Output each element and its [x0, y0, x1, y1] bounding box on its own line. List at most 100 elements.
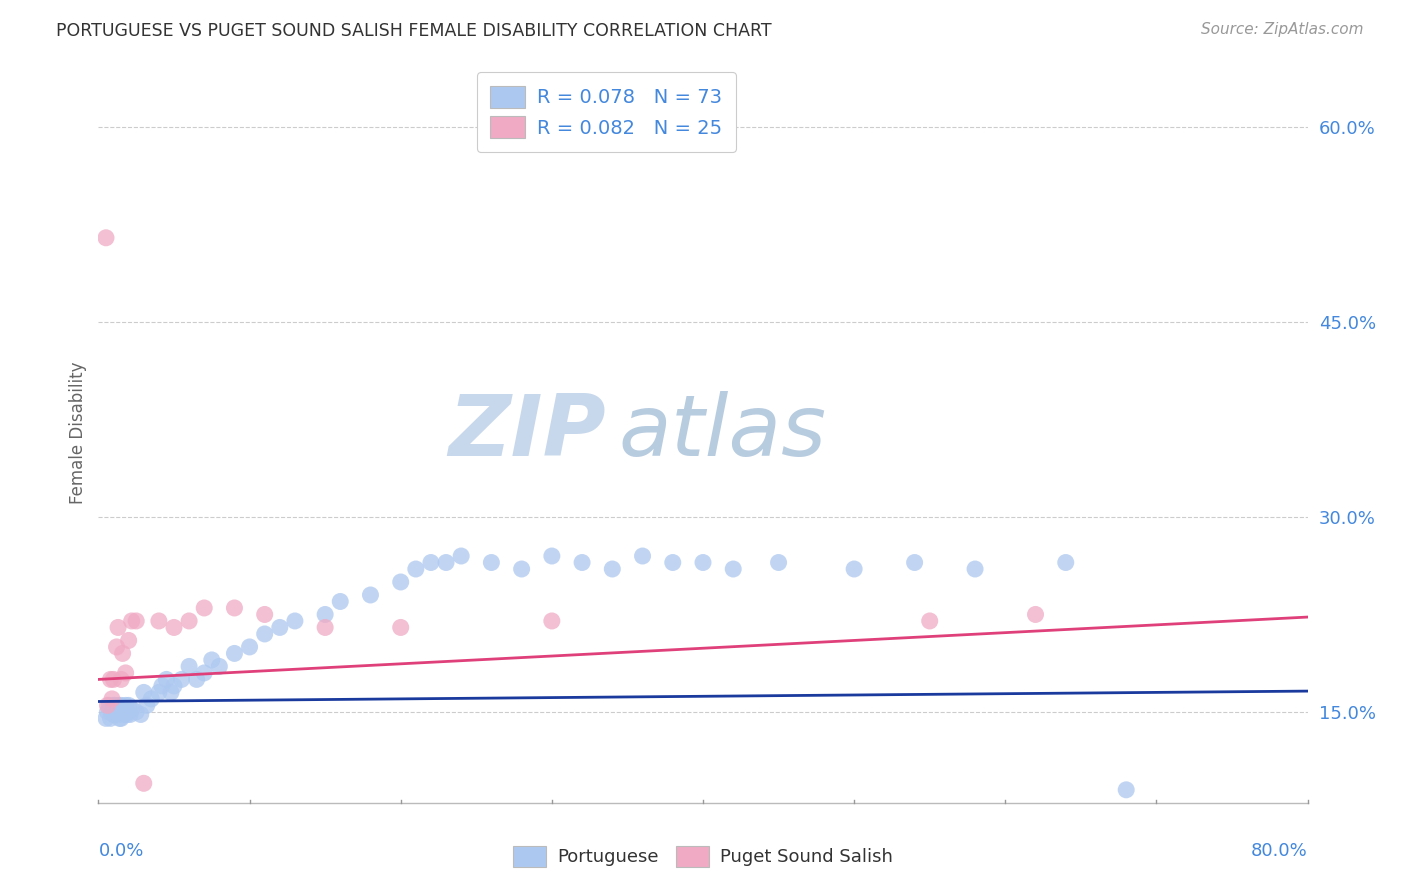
Point	[692, 556, 714, 570]
Point	[132, 685, 155, 699]
Point	[510, 562, 533, 576]
Point	[96, 705, 118, 719]
Point	[114, 702, 136, 716]
Point	[115, 707, 138, 722]
Point	[253, 627, 276, 641]
Point	[389, 620, 412, 634]
Point	[114, 665, 136, 680]
Point	[98, 698, 121, 713]
Point	[118, 698, 141, 713]
Text: atlas: atlas	[619, 391, 827, 475]
Point	[269, 620, 291, 634]
Legend: R = 0.078   N = 73, R = 0.082   N = 25: R = 0.078 N = 73, R = 0.082 N = 25	[477, 72, 735, 152]
Point	[201, 653, 224, 667]
Point	[163, 679, 186, 693]
Point	[224, 601, 246, 615]
Point	[631, 549, 654, 563]
Point	[1024, 607, 1046, 622]
Point	[904, 556, 927, 570]
Point	[94, 711, 117, 725]
Point	[540, 549, 562, 563]
Point	[481, 556, 503, 570]
Legend: Portuguese, Puget Sound Salish: Portuguese, Puget Sound Salish	[506, 838, 900, 874]
Text: PORTUGUESE VS PUGET SOUND SALISH FEMALE DISABILITY CORRELATION CHART: PORTUGUESE VS PUGET SOUND SALISH FEMALE …	[56, 22, 772, 40]
Point	[661, 556, 683, 570]
Point	[103, 673, 125, 687]
Point	[420, 556, 443, 570]
Point	[125, 614, 148, 628]
Point	[571, 556, 593, 570]
Point	[193, 665, 215, 680]
Point	[96, 698, 118, 713]
Point	[110, 705, 132, 719]
Point	[100, 673, 122, 687]
Point	[125, 705, 148, 719]
Point	[121, 702, 143, 716]
Point	[284, 614, 307, 628]
Point	[103, 702, 125, 716]
Text: 80.0%: 80.0%	[1251, 842, 1308, 860]
Point	[150, 679, 173, 693]
Point	[314, 620, 336, 634]
Point	[179, 614, 201, 628]
Text: Source: ZipAtlas.com: Source: ZipAtlas.com	[1201, 22, 1364, 37]
Point	[105, 705, 128, 719]
Y-axis label: Female Disability: Female Disability	[69, 361, 87, 504]
Point	[163, 620, 186, 634]
Point	[253, 607, 276, 622]
Point	[314, 607, 336, 622]
Point	[208, 659, 231, 673]
Point	[107, 620, 129, 634]
Point	[103, 707, 125, 722]
Point	[108, 711, 131, 725]
Point	[110, 698, 132, 713]
Point	[224, 647, 246, 661]
Point	[1054, 556, 1077, 570]
Point	[186, 673, 208, 687]
Point	[160, 685, 183, 699]
Point	[135, 698, 157, 713]
Point	[434, 556, 457, 570]
Point	[110, 711, 132, 725]
Point	[844, 562, 866, 576]
Point	[1115, 782, 1137, 797]
Point	[120, 707, 142, 722]
Point	[170, 673, 193, 687]
Point	[111, 647, 134, 661]
Point	[101, 705, 124, 719]
Point	[94, 231, 117, 245]
Point	[540, 614, 562, 628]
Point	[129, 707, 152, 722]
Point	[148, 685, 170, 699]
Point	[108, 705, 131, 719]
Point	[105, 701, 128, 715]
Point	[118, 705, 141, 719]
Point	[110, 673, 132, 687]
Point	[105, 640, 128, 654]
Point	[193, 601, 215, 615]
Point	[111, 705, 134, 719]
Point	[107, 698, 129, 713]
Point	[602, 562, 624, 576]
Point	[132, 776, 155, 790]
Text: ZIP: ZIP	[449, 391, 606, 475]
Point	[965, 562, 987, 576]
Point	[107, 707, 129, 722]
Point	[104, 707, 127, 722]
Point	[121, 614, 143, 628]
Point	[141, 692, 163, 706]
Point	[111, 702, 134, 716]
Text: 0.0%: 0.0%	[98, 842, 143, 860]
Point	[118, 633, 141, 648]
Point	[768, 556, 790, 570]
Point	[101, 692, 124, 706]
Point	[918, 614, 941, 628]
Point	[360, 588, 382, 602]
Point	[450, 549, 472, 563]
Point	[389, 574, 412, 589]
Point	[155, 673, 177, 687]
Point	[104, 698, 127, 713]
Point	[239, 640, 262, 654]
Point	[100, 711, 122, 725]
Point	[114, 698, 136, 713]
